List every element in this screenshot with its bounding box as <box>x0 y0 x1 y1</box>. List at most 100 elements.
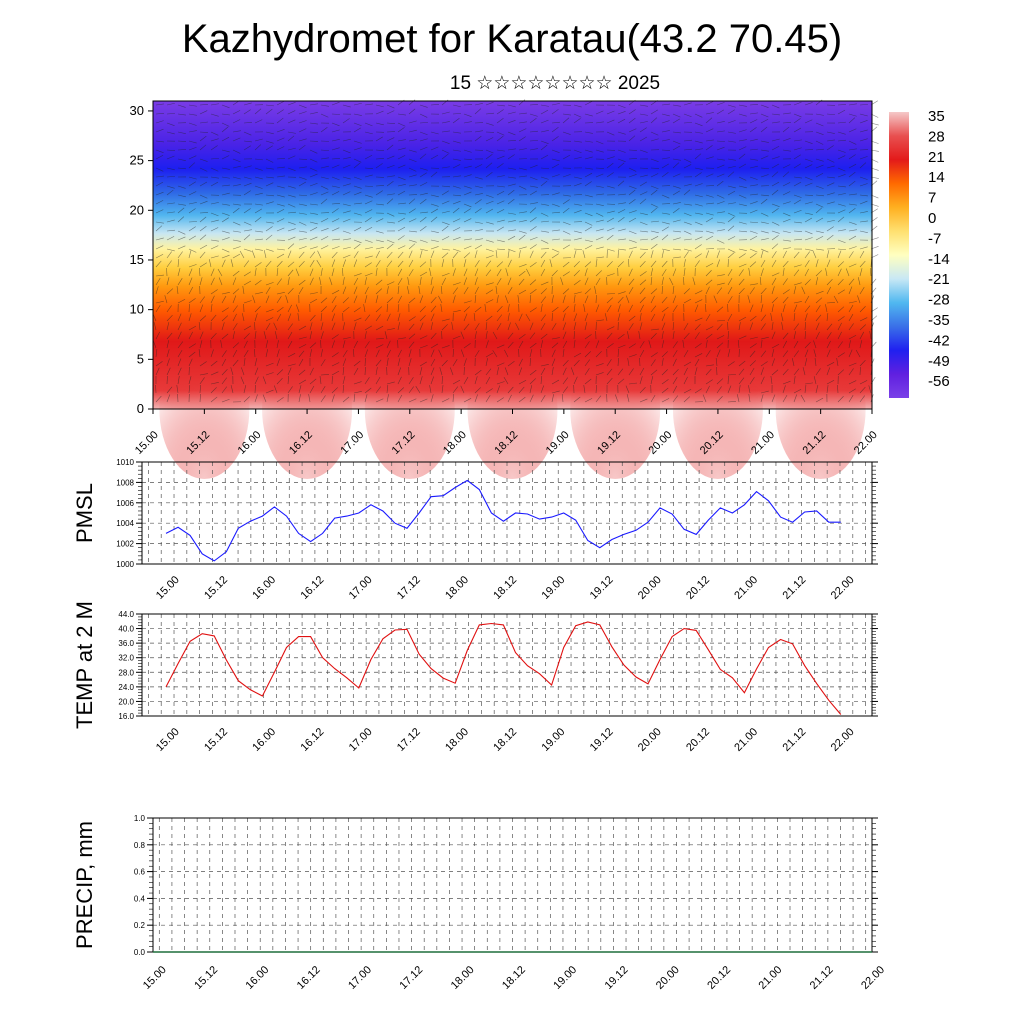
wind-barb <box>826 323 833 331</box>
wind-barb <box>518 334 526 340</box>
wind-barb <box>276 358 280 367</box>
wind-barb <box>837 250 842 259</box>
wind-barb <box>342 218 351 223</box>
wind-barb <box>177 376 180 385</box>
wind-barb <box>848 246 857 250</box>
wind-barb <box>749 165 758 169</box>
wind-barb <box>573 322 577 331</box>
wind-barb <box>793 340 799 349</box>
x-tick-label: 18.00 <box>443 574 471 602</box>
wind-barb <box>155 175 164 178</box>
wind-barb <box>804 230 813 235</box>
wind-barb <box>562 271 570 277</box>
wind-barb <box>496 385 501 394</box>
wind-barb <box>463 252 471 259</box>
wind-barb <box>782 304 786 313</box>
wind-barb <box>430 367 435 376</box>
wind-barb <box>837 121 846 124</box>
wind-barb <box>705 326 714 331</box>
colorbar-label: 7 <box>928 190 936 207</box>
wind-barb <box>837 203 846 207</box>
wind-barb <box>331 122 340 127</box>
wind-barb <box>551 158 560 162</box>
wind-barb <box>848 251 854 259</box>
wind-barb <box>460 385 465 394</box>
wind-barb <box>188 376 192 385</box>
wind-barb <box>429 385 432 394</box>
wind-barb <box>639 271 647 277</box>
wind-barb <box>210 349 214 358</box>
wind-barb <box>793 230 803 232</box>
wind-barb <box>276 137 285 142</box>
wind-barb <box>617 368 624 376</box>
wind-barb <box>496 314 503 322</box>
x-tick-label: 15.00 <box>133 429 161 457</box>
wind-barb <box>254 321 256 331</box>
wind-barb <box>342 259 346 268</box>
wind-barb <box>529 130 538 133</box>
wind-barb <box>320 198 328 205</box>
wind-barb <box>254 138 263 142</box>
wind-barb <box>507 111 516 115</box>
wind-barb <box>177 131 186 134</box>
wind-barb <box>298 230 307 233</box>
wind-barb <box>188 313 192 322</box>
wind-barb <box>848 286 853 295</box>
wind-barb <box>386 286 389 295</box>
wind-barb <box>254 176 263 180</box>
wind-barb <box>540 288 547 295</box>
wind-barb <box>716 335 725 340</box>
wind-barb <box>826 176 835 179</box>
colorbar-label: -49 <box>928 353 950 370</box>
wind-barb <box>452 227 461 232</box>
wind-barb <box>386 385 389 394</box>
wind-barb <box>243 229 252 232</box>
wind-barb <box>419 376 423 385</box>
wind-barb <box>177 341 184 349</box>
wind-barb <box>221 350 227 358</box>
wind-barb <box>254 291 263 295</box>
wind-barb <box>463 121 472 124</box>
wind-barb <box>188 113 197 116</box>
wind-barb <box>705 333 713 340</box>
wind-barb <box>364 377 370 385</box>
wind-barb <box>650 185 659 190</box>
wind-barb <box>342 297 349 304</box>
wind-barb <box>683 230 692 235</box>
wind-barb <box>177 322 182 331</box>
wind-barb <box>859 113 868 117</box>
wind-barb <box>716 396 723 403</box>
wind-barb <box>661 269 667 277</box>
page-title: Kazhydromet for Karatau(43.2 70.45) <box>181 17 843 61</box>
wind-barb <box>496 367 499 376</box>
y-tick-label: 1000 <box>116 560 134 569</box>
wind-barb <box>562 359 569 367</box>
wind-barb <box>375 122 384 126</box>
wind-barb <box>287 211 296 214</box>
wind-barb <box>628 354 637 358</box>
wind-barb <box>815 397 824 403</box>
wind-barb <box>551 342 559 349</box>
wind-barb <box>364 366 366 376</box>
wind-barb <box>210 167 219 172</box>
wind-barb <box>507 131 516 136</box>
wind-barb <box>617 291 626 295</box>
wind-barb <box>166 305 172 313</box>
wind-barb <box>419 122 428 124</box>
wind-barb <box>518 175 527 178</box>
wind-barb <box>716 229 725 232</box>
wind-barb <box>628 239 637 243</box>
wind-barb <box>540 109 549 115</box>
wind-barb <box>342 104 351 108</box>
wind-barb <box>749 235 758 241</box>
wind-barb <box>463 376 469 385</box>
wind-barb <box>429 268 432 277</box>
wind-barb <box>188 130 197 133</box>
wind-barb <box>166 277 170 286</box>
wind-barb <box>375 110 384 115</box>
wind-barb <box>551 149 560 153</box>
x-tick-label: 22.00 <box>859 964 887 992</box>
wind-barb <box>672 185 681 189</box>
wind-barb <box>705 145 713 151</box>
wind-barb <box>628 174 637 178</box>
